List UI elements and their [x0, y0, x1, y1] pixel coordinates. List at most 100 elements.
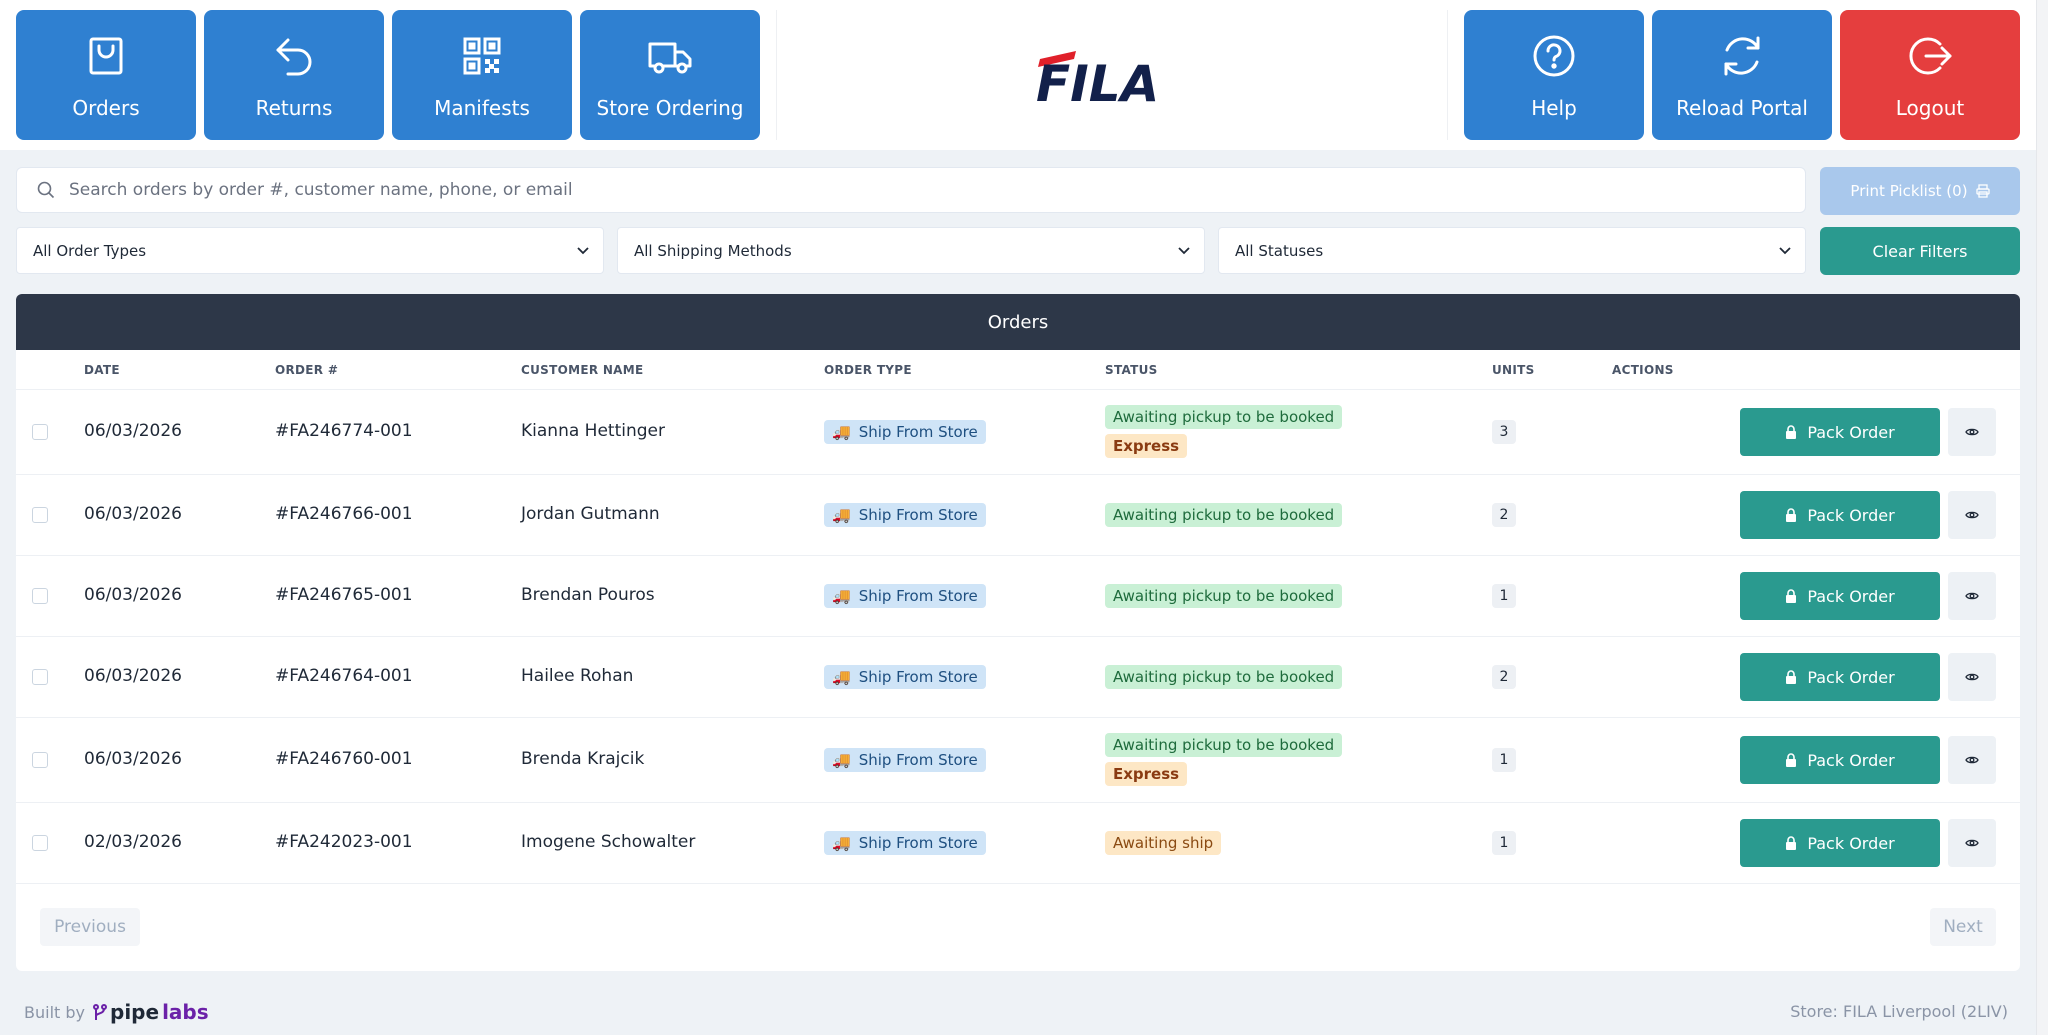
clear-filters-button[interactable]: Clear Filters — [1820, 227, 2020, 275]
eye-icon — [1965, 756, 1979, 764]
table-row: 06/03/2026 #FA246766-001 Jordan Gutmann … — [16, 475, 2020, 556]
truck-icon: 🚚 — [832, 587, 851, 605]
table-row: 06/03/2026 #FA246774-001 Kianna Hettinge… — [16, 390, 2020, 475]
page-scrollbar[interactable] — [2036, 0, 2048, 1035]
search-bar[interactable] — [16, 167, 1806, 213]
print-picklist-label: Print Picklist (0) — [1850, 182, 1968, 200]
view-order-button[interactable] — [1948, 572, 1996, 620]
row-date: 06/03/2026 — [84, 666, 182, 686]
nav-manifests-button[interactable]: Manifests — [392, 10, 572, 140]
view-order-button[interactable] — [1948, 491, 1996, 539]
pack-order-button[interactable]: Pack Order — [1740, 491, 1940, 539]
column-header-customer-name: CUSTOMER NAME — [521, 363, 644, 377]
row-order-number[interactable]: #FA246764-001 — [275, 666, 413, 686]
pipelabs-logo[interactable]: pipe labs — [93, 1000, 209, 1024]
pack-order-button[interactable]: Pack Order — [1740, 408, 1940, 456]
units-badge: 1 — [1492, 584, 1516, 608]
row-customer-name: Imogene Schowalter — [521, 832, 696, 852]
status-badge: Awaiting pickup to be booked — [1105, 733, 1343, 757]
orders-table-title: Orders — [16, 294, 2020, 350]
logout-icon — [1909, 37, 1952, 75]
shipping-method-select-value: All Shipping Methods — [634, 241, 792, 260]
express-badge: Express — [1105, 762, 1188, 786]
pack-order-label: Pack Order — [1807, 586, 1895, 606]
column-header-actions: ACTIONS — [1612, 363, 1674, 377]
shopping-bag-icon — [89, 37, 123, 75]
row-select-checkbox[interactable] — [32, 424, 48, 440]
status-select[interactable]: All Statuses — [1218, 227, 1806, 274]
store-info: Store: FILA Liverpool (2LIV) — [1790, 1002, 2008, 1021]
nav-reload-portal-button[interactable]: Reload Portal — [1652, 10, 1832, 140]
lock-icon — [1786, 589, 1797, 603]
view-order-button[interactable] — [1948, 736, 1996, 784]
nav-logout-button[interactable]: Logout — [1840, 10, 2020, 140]
chevron-down-icon — [577, 246, 589, 254]
pack-order-button[interactable]: Pack Order — [1740, 819, 1940, 867]
row-date: 02/03/2026 — [84, 832, 182, 852]
row-date: 06/03/2026 — [84, 504, 182, 524]
view-order-button[interactable] — [1948, 819, 1996, 867]
eye-icon — [1965, 428, 1979, 436]
pack-order-button[interactable]: Pack Order — [1740, 653, 1940, 701]
status-badge: Awaiting pickup to be booked — [1105, 665, 1343, 689]
column-header-order-number: ORDER # — [275, 363, 339, 377]
row-date: 06/03/2026 — [84, 421, 182, 441]
clear-filters-label: Clear Filters — [1872, 241, 1968, 261]
next-page-button[interactable]: Next — [1930, 908, 1996, 946]
table-row: 02/03/2026 #FA242023-001 Imogene Schowal… — [16, 803, 2020, 884]
status-badge: Awaiting pickup to be booked — [1105, 584, 1343, 608]
top-header: Orders Returns Manifests Store Ordering … — [0, 0, 2048, 150]
truck-icon: 🚚 — [832, 506, 851, 524]
row-order-number[interactable]: #FA246765-001 — [275, 585, 413, 605]
row-date: 06/03/2026 — [84, 749, 182, 769]
status-badge: Awaiting ship — [1105, 831, 1222, 855]
nav-manifests-label: Manifests — [434, 96, 530, 120]
row-select-checkbox[interactable] — [32, 752, 48, 768]
pack-order-button[interactable]: Pack Order — [1740, 736, 1940, 784]
order-type-badge: 🚚 Ship From Store — [824, 665, 986, 689]
fila-logo-text: FILA — [1036, 55, 1159, 105]
row-customer-name: Hailee Rohan — [521, 666, 634, 686]
row-order-number[interactable]: #FA246766-001 — [275, 504, 413, 524]
status-badge: Awaiting pickup to be booked — [1105, 503, 1343, 527]
chevron-down-icon — [1779, 246, 1791, 254]
pack-order-button[interactable]: Pack Order — [1740, 572, 1940, 620]
view-order-button[interactable] — [1948, 408, 1996, 456]
pipelabs-pipe-text: pipe — [110, 1000, 160, 1024]
row-order-number[interactable]: #FA242023-001 — [275, 832, 413, 852]
nav-logout-label: Logout — [1895, 96, 1965, 120]
next-page-label: Next — [1943, 917, 1983, 937]
print-picklist-button[interactable]: Print Picklist (0) — [1820, 167, 2020, 215]
order-type-label: Ship From Store — [858, 751, 978, 769]
order-type-label: Ship From Store — [858, 423, 978, 441]
nav-orders-button[interactable]: Orders — [16, 10, 196, 140]
order-type-badge: 🚚 Ship From Store — [824, 831, 986, 855]
shipping-method-select[interactable]: All Shipping Methods — [617, 227, 1205, 274]
row-customer-name: Brenda Krajcik — [521, 749, 645, 769]
nav-help-button[interactable]: Help — [1464, 10, 1644, 140]
eye-icon — [1965, 511, 1979, 519]
row-select-checkbox[interactable] — [32, 588, 48, 604]
pack-order-label: Pack Order — [1807, 505, 1895, 525]
row-select-checkbox[interactable] — [32, 669, 48, 685]
row-customer-name: Jordan Gutmann — [521, 504, 660, 524]
row-select-checkbox[interactable] — [32, 507, 48, 523]
nav-store-ordering-button[interactable]: Store Ordering — [580, 10, 760, 140]
lock-icon — [1786, 753, 1797, 767]
order-type-select-value: All Order Types — [33, 241, 147, 260]
units-badge: 1 — [1492, 831, 1516, 855]
chevron-down-icon — [1178, 246, 1190, 254]
order-type-select[interactable]: All Order Types — [16, 227, 604, 274]
refresh-icon — [1724, 36, 1760, 76]
view-order-button[interactable] — [1948, 653, 1996, 701]
lock-icon — [1786, 508, 1797, 522]
row-order-number[interactable]: #FA246774-001 — [275, 421, 413, 441]
search-input[interactable] — [69, 180, 1669, 200]
nav-returns-button[interactable]: Returns — [204, 10, 384, 140]
row-order-number[interactable]: #FA246760-001 — [275, 749, 413, 769]
previous-page-button[interactable]: Previous — [40, 908, 140, 946]
order-type-label: Ship From Store — [858, 587, 978, 605]
help-circle-icon — [1533, 35, 1575, 77]
row-select-checkbox[interactable] — [32, 835, 48, 851]
table-row: 06/03/2026 #FA246764-001 Hailee Rohan 🚚 S… — [16, 637, 2020, 718]
